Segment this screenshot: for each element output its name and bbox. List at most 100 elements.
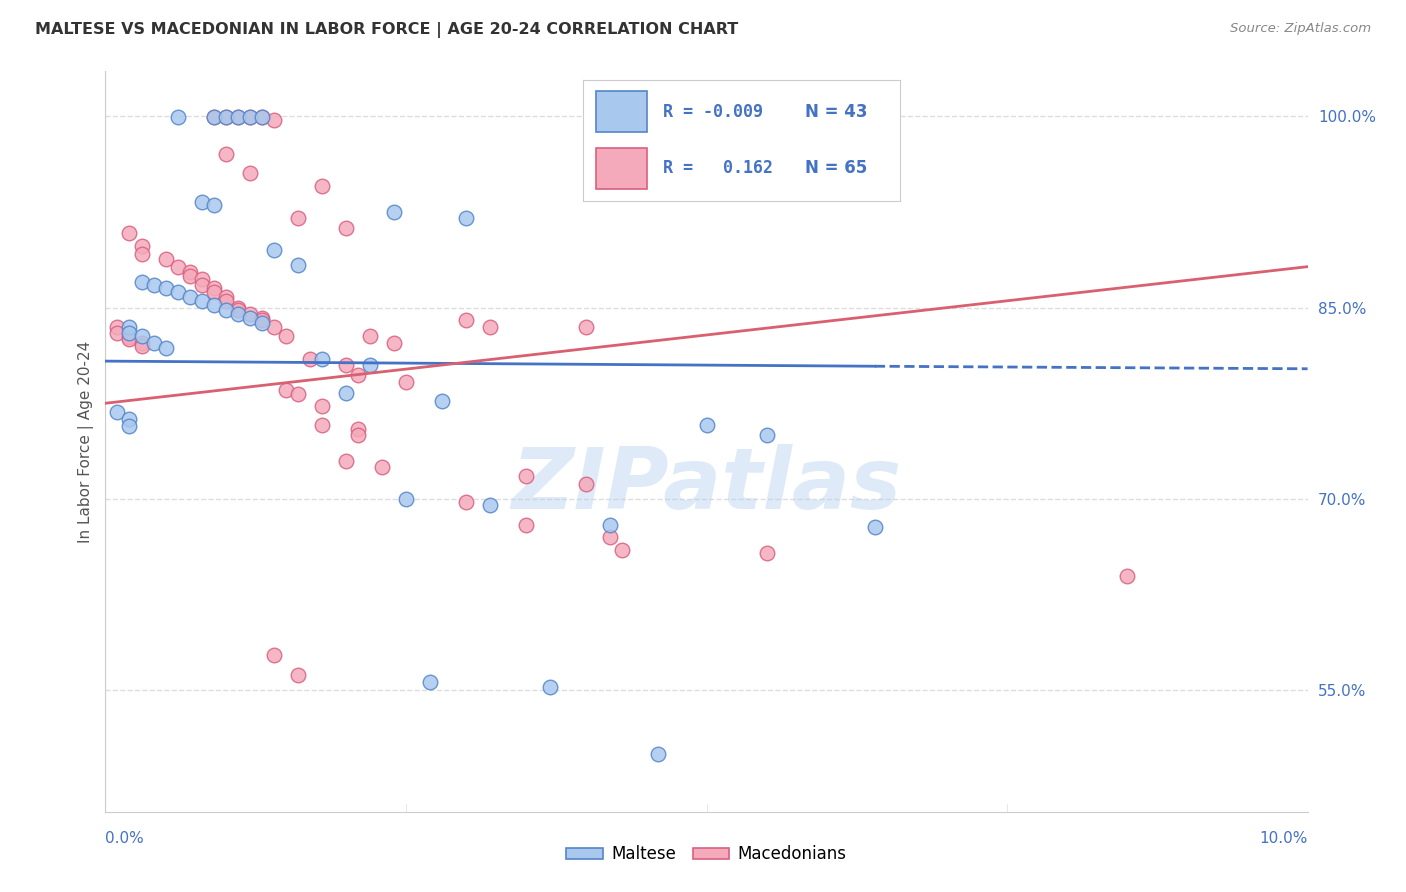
Text: N = 43: N = 43 [804, 103, 868, 120]
Point [755, 545, 778, 560]
Point [226, 301, 249, 315]
Point [107, 319, 129, 334]
Point [395, 491, 418, 506]
Point [696, 417, 718, 432]
Point [575, 476, 598, 491]
Point [239, 166, 262, 180]
Point [335, 358, 357, 372]
Point [335, 221, 357, 235]
Bar [596, 91, 647, 132]
Point [599, 530, 621, 544]
Point [226, 111, 249, 125]
Point [359, 328, 381, 343]
Point [131, 328, 153, 343]
Point [430, 393, 453, 408]
Point [347, 428, 370, 442]
Point [118, 333, 141, 347]
Point [214, 147, 236, 161]
Point [239, 111, 262, 125]
Point [311, 399, 333, 413]
Point [612, 543, 634, 558]
Bar [596, 148, 647, 188]
Point [347, 368, 370, 383]
Point [155, 342, 177, 356]
Point [226, 307, 249, 321]
Point [419, 674, 441, 689]
Point [1116, 568, 1139, 582]
Point [107, 405, 129, 419]
Point [202, 281, 225, 295]
Point [131, 239, 153, 253]
Text: 0.0%: 0.0% [105, 831, 145, 847]
Point [863, 520, 886, 534]
Point [214, 294, 236, 309]
Point [166, 260, 188, 274]
Point [214, 111, 236, 125]
Point [118, 227, 141, 241]
Point [538, 680, 561, 694]
Point [382, 336, 405, 351]
Point [202, 111, 225, 125]
Point [202, 198, 225, 212]
Point [202, 285, 225, 300]
Point [311, 417, 333, 432]
Point [263, 112, 285, 127]
Point [131, 339, 153, 353]
Point [454, 313, 477, 327]
Point [239, 111, 262, 125]
Point [118, 319, 141, 334]
Point [287, 668, 309, 682]
Text: ZIPatlas: ZIPatlas [512, 444, 901, 527]
Point [155, 281, 177, 295]
Point [107, 326, 129, 340]
Point [214, 111, 236, 125]
Point [118, 419, 141, 434]
Point [479, 499, 502, 513]
Point [250, 111, 273, 125]
Point [190, 277, 212, 292]
Point [647, 747, 669, 762]
Point [274, 328, 297, 343]
Point [311, 179, 333, 194]
Point [226, 303, 249, 318]
Point [335, 453, 357, 467]
Point [179, 290, 201, 304]
Point [226, 111, 249, 125]
Point [190, 194, 212, 209]
Point [454, 211, 477, 226]
Point [250, 313, 273, 327]
Point [250, 111, 273, 125]
Point [166, 285, 188, 300]
Point [131, 336, 153, 351]
Point [755, 428, 778, 442]
Text: N = 65: N = 65 [804, 159, 868, 178]
Point [263, 648, 285, 662]
Text: 10.0%: 10.0% [1260, 831, 1308, 847]
Point [202, 111, 225, 125]
Point [298, 351, 321, 366]
Point [347, 422, 370, 436]
Point [263, 319, 285, 334]
Point [515, 469, 537, 483]
Point [118, 411, 141, 425]
Point [274, 384, 297, 398]
Point [515, 517, 537, 532]
Point [166, 111, 188, 125]
Point [190, 272, 212, 286]
Point [142, 336, 165, 351]
Point [311, 351, 333, 366]
Point [131, 275, 153, 289]
Point [190, 294, 212, 309]
Point [239, 310, 262, 325]
Point [214, 290, 236, 304]
Point [131, 247, 153, 261]
Point [335, 386, 357, 401]
Point [287, 387, 309, 401]
Point [599, 517, 621, 532]
Text: R = -0.009: R = -0.009 [662, 103, 762, 120]
Point [454, 494, 477, 508]
Point [371, 460, 394, 475]
Point [179, 265, 201, 279]
Point [142, 277, 165, 292]
Point [263, 243, 285, 257]
